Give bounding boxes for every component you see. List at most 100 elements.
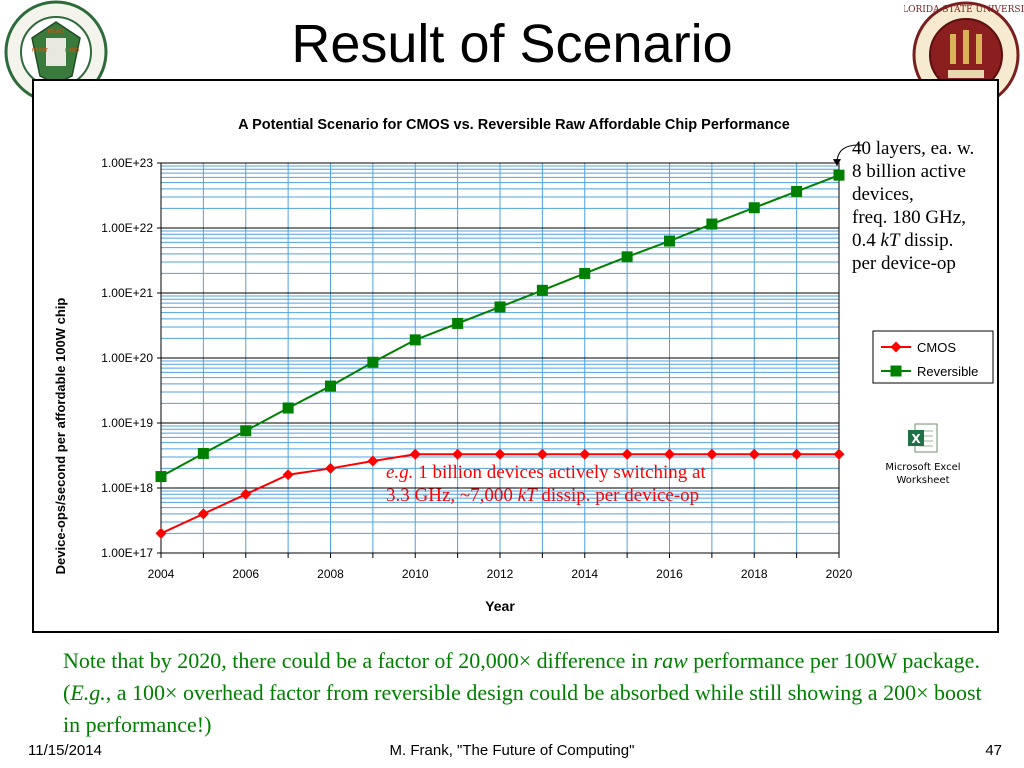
reversible-annotation-text: 0.4 [852, 230, 881, 251]
cmos-data-point [833, 448, 845, 460]
cmos-annotation-line: e.g. 1 billion devices actively switchin… [386, 461, 846, 484]
chart-frame: A Potential Scenario for CMOS vs. Revers… [32, 79, 999, 633]
cmos-annotation-line: 3.3 GHz, ~7,000 kT dissip. per device-op [386, 484, 846, 507]
x-tick-label: 2010 [402, 567, 429, 581]
x-tick-label: 2008 [317, 567, 344, 581]
legend-entry: CMOS [917, 340, 956, 355]
reversible-annotation-line: 40 layers, ea. w. [852, 138, 975, 159]
reversible-data-point [791, 185, 803, 197]
cmos-data-point [282, 469, 294, 481]
reversible-data-point [536, 284, 548, 296]
reversible-data-point [833, 169, 845, 181]
cmos-data-point [579, 448, 591, 460]
legend: CMOS Reversible [872, 330, 994, 384]
note-italic: E.g. [70, 680, 106, 705]
x-tick-label: 2006 [232, 567, 259, 581]
annotation-callout-arrowhead [833, 159, 841, 167]
cmos-data-point [155, 527, 167, 539]
slide-title: Result of Scenario [291, 14, 733, 74]
famu-logo-heart-text: HEART [32, 48, 49, 54]
cmos-data-point [706, 448, 718, 460]
reversible-annotation-line: per device-op [852, 253, 956, 274]
cmos-annotation-text: 1 billion devices actively switching at [413, 462, 706, 483]
y-axis-label: Device-ops/second per affordable 100W ch… [53, 298, 68, 575]
reversible-annotation: 40 layers, ea. w. 8 billion active devic… [852, 137, 1017, 275]
x-tick-label: 2016 [656, 567, 683, 581]
y-tick-label: 1.00E+21 [101, 286, 153, 300]
reversible-annotation-line: 8 billion active [852, 161, 966, 182]
reversible-data-point [409, 334, 421, 346]
footer-date: 11/15/2014 [28, 742, 102, 759]
cmos-data-point [748, 448, 760, 460]
y-tick-label: 1.00E+19 [101, 416, 153, 430]
reversible-data-point [664, 235, 675, 247]
chart-title: A Potential Scenario for CMOS vs. Revers… [238, 117, 790, 133]
cmos-annotation-text: 3.3 GHz, ~7,000 [386, 485, 518, 506]
plot-border [160, 162, 840, 554]
reversible-data-point [748, 202, 760, 214]
chart-svg: A Potential Scenario for CMOS vs. Revers… [53, 117, 994, 614]
reversible-data-point [240, 425, 252, 437]
fsu-seal-text: FLORIDA STATE UNIVERSITY [904, 5, 1024, 15]
cmos-annotation-eg: e.g. [386, 462, 414, 483]
reversible-annotation-line: devices, [852, 184, 914, 205]
cmos-annotation-text: dissip. per device-op [536, 485, 700, 506]
reversible-data-point [282, 402, 294, 414]
legend-entry: Reversible [917, 364, 978, 379]
excel-worksheet-object[interactable]: X Microsoft Excel Worksheet [858, 422, 988, 487]
cmos-data-point [367, 455, 379, 467]
reversible-data-point [494, 301, 506, 313]
excel-label-line2: Worksheet [896, 475, 950, 486]
legend-marker [890, 341, 902, 353]
reversible-data-point [155, 471, 167, 483]
x-tick-label: 2004 [148, 567, 175, 581]
reversible-data-point [325, 380, 336, 392]
x-tick-label: 2018 [741, 567, 768, 581]
note-text: Note that by 2020, there could be a fact… [63, 645, 983, 741]
famu-logo: HEAD HEART HAND [4, 0, 108, 104]
cmos-data-point [621, 448, 633, 460]
reversible-data-point [452, 317, 464, 329]
x-tick-label: 2012 [487, 567, 514, 581]
plot-area: 1.00E+17 1.00E+18 1.00E+19 1.00E+20 1.00E+21… [101, 144, 864, 581]
reversible-data-point [621, 251, 633, 263]
note-part: Note that by 2020, there could be a fact… [63, 648, 654, 673]
note-italic: raw [653, 648, 688, 673]
cmos-data-point [494, 448, 506, 460]
note-part: , a 100× overhead factor from reversible… [63, 680, 982, 737]
cmos-data-point [197, 508, 209, 520]
reversible-data-point [579, 267, 591, 279]
reversible-annotation-line: freq. 180 GHz, [852, 207, 966, 228]
reversible-annotation-line: 0.4 kT dissip. [852, 229, 1017, 252]
cmos-data-point [240, 488, 252, 500]
excel-label-line1: Microsoft Excel [885, 462, 961, 473]
excel-icon: X [908, 423, 938, 453]
x-tick-label: 2020 [826, 567, 853, 581]
x-axis-label: Year [485, 598, 515, 614]
y-tick-label: 1.00E+22 [101, 221, 153, 235]
svg-text:X: X [911, 432, 921, 446]
cmos-annotation-kt: kT [517, 485, 537, 506]
y-tick-label: 1.00E+23 [101, 156, 153, 170]
cmos-data-point [791, 448, 803, 460]
reversible-data-point [367, 356, 379, 368]
reversible-data-point [197, 447, 209, 459]
cmos-annotation: e.g. 1 billion devices actively switchin… [386, 461, 846, 507]
y-tick-label: 1.00E+20 [101, 351, 153, 365]
cmos-data-point [536, 448, 548, 460]
reversible-annotation-text: dissip. [899, 230, 954, 251]
famu-logo-hand-text: HAND [65, 48, 80, 54]
famu-logo-head-text: HEAD [47, 28, 64, 35]
y-tick-label: 1.00E+17 [101, 546, 153, 560]
reversible-annotation-kt: kT [880, 230, 900, 251]
note-part: performance per 100W package. ( [63, 648, 980, 705]
y-tick-label: 1.00E+18 [101, 481, 153, 495]
reversible-data-point [706, 218, 718, 230]
cmos-data-point [452, 448, 464, 460]
cmos-data-point [664, 448, 675, 460]
x-tick-label: 2014 [571, 567, 598, 581]
legend-marker [890, 365, 902, 377]
footer-title: M. Frank, "The Future of Computing" [389, 742, 635, 759]
footer-page-number: 47 [985, 742, 1002, 759]
cmos-data-point [409, 448, 421, 460]
